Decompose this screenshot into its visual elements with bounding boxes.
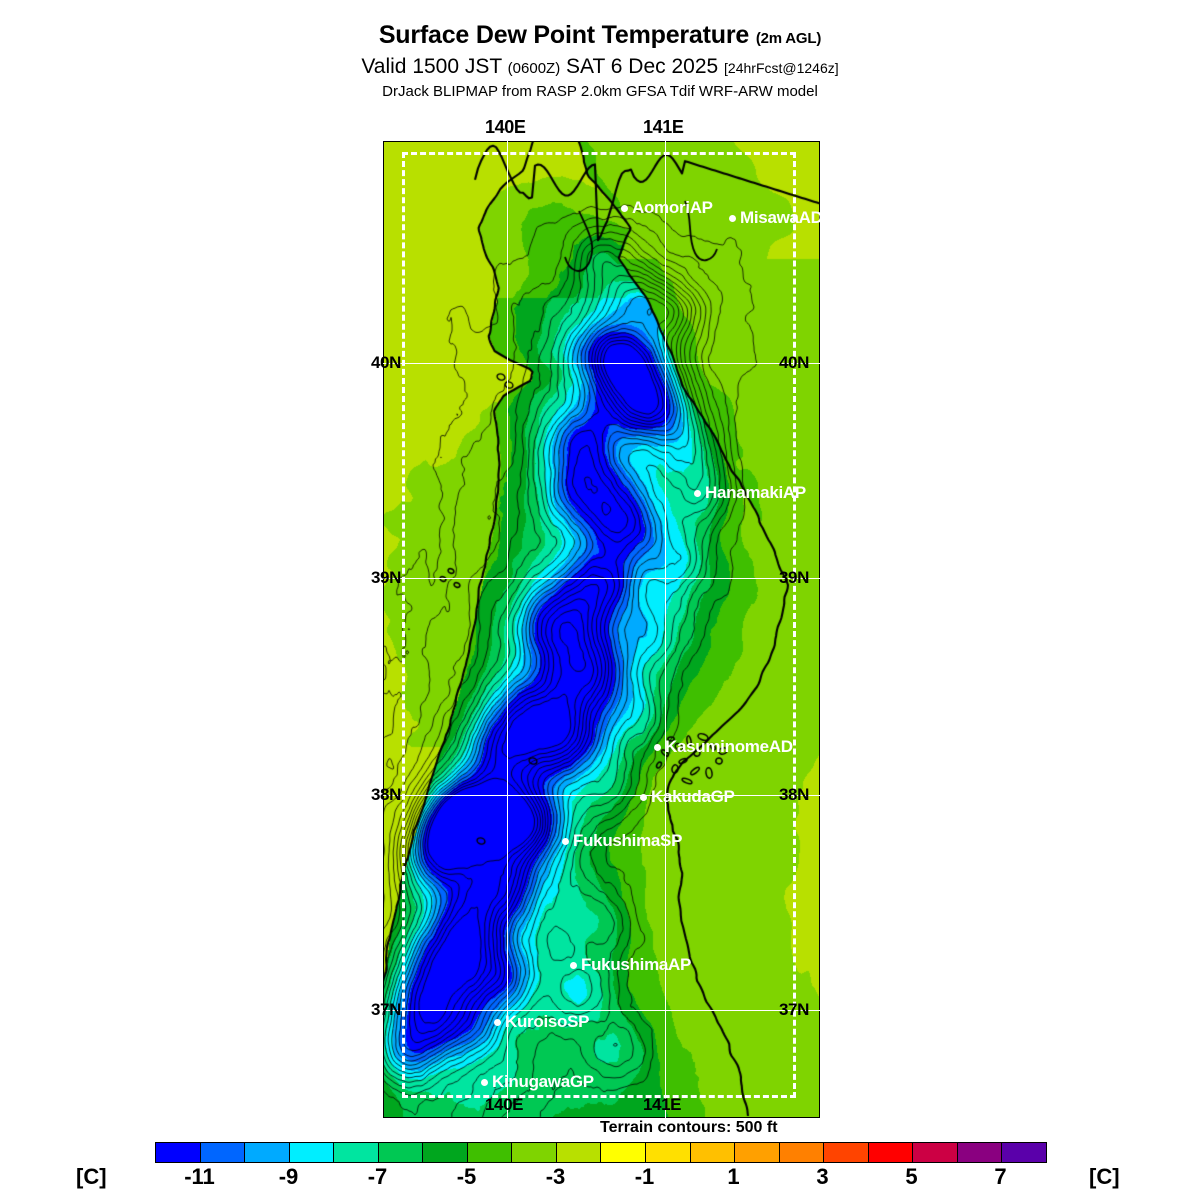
colorbar-cell-18 [957, 1143, 1003, 1162]
lat-label-left-2: 38N [371, 785, 401, 804]
dewpoint-field-canvas [383, 141, 820, 1118]
station-label: FukushimaSP [573, 831, 683, 850]
lat-label-right-0: 40N [779, 353, 809, 372]
gridline-lat-3 [383, 1010, 820, 1011]
colorbar-cell-12 [690, 1143, 736, 1162]
colorbar-panel: [C] [C] -11 -9 -7 -5 -3 -1 1 3 5 7 [0, 1138, 1200, 1200]
colorbar-cell-17 [913, 1143, 958, 1162]
colorbar-cell-9 [556, 1143, 602, 1162]
station-label: KuroisoSP [505, 1012, 590, 1031]
gridline-lat-0 [383, 363, 820, 364]
colorbar-tick--1: -1 [634, 1164, 655, 1189]
station-label: KakudaGP [651, 787, 735, 806]
page-title: Surface Dew Point Temperature (2m AGL) [0, 20, 1200, 54]
station-label: KinugawaGP [492, 1072, 594, 1091]
domain-extent-box [402, 152, 796, 1098]
station-dot-icon [729, 215, 736, 222]
lon-label-top-1: 141E [643, 117, 684, 137]
station-label: AomoriAP [632, 198, 713, 217]
station-label: MisawaAD [740, 208, 823, 227]
lat-label-left-0: 40N [371, 353, 401, 372]
gridline-lat-2 [383, 795, 820, 796]
title-level-text: (2m AGL) [755, 30, 822, 47]
title-main-text: Surface Dew Point Temperature [378, 21, 750, 49]
gridline-lon-1 [665, 141, 666, 1118]
colorbar-cell-11 [646, 1143, 691, 1162]
station-dot-icon [640, 794, 647, 801]
colorbar-cell-15 [824, 1143, 869, 1162]
station-dot-icon [494, 1019, 501, 1026]
colorbar-cell-3 [289, 1143, 335, 1162]
colorbar-unit-left: [C] [76, 1164, 107, 1189]
colorbar-tick--7: -7 [367, 1164, 388, 1189]
lat-label-right-2: 38N [779, 785, 809, 804]
lat-label-left-1: 39N [371, 568, 401, 587]
lat-label-right-3: 37N [779, 1000, 809, 1019]
terrain-contour-note: Terrain contours: 500 ft [600, 1119, 778, 1136]
colorbar-cell-16 [868, 1143, 914, 1162]
colorbar-cell-1 [200, 1143, 246, 1162]
map-panel[interactable]: AomoriAP MisawaAD HanamakiAP KasuminomeAD Ka… [383, 141, 823, 1118]
station-dot-icon [570, 962, 577, 969]
station-dot-icon [562, 838, 569, 845]
colorbar-cell-19 [1002, 1143, 1046, 1162]
colorbar-cell-0 [156, 1143, 201, 1162]
station-label: HanamakiAP [705, 483, 806, 502]
valid-zulu-text: (0600Z) [507, 60, 561, 77]
colorbar-cell-2 [245, 1143, 290, 1162]
valid-time-line: Valid 1500 JST (0600Z) SAT 6 Dec 2025 [2… [0, 54, 1200, 82]
colorbar-cell-13 [735, 1143, 780, 1162]
lat-label-right-1: 39N [779, 568, 809, 587]
station-dot-icon [694, 490, 701, 497]
colorbar-tick-1: 1 [727, 1164, 740, 1189]
colorbar-tick-5: 5 [905, 1164, 918, 1189]
colorbar-unit-right: [C] [1089, 1164, 1120, 1189]
model-source-line: DrJack BLIPMAP from RASP 2.0km GFSA Tdif… [382, 83, 818, 100]
title-block: Surface Dew Point Temperature (2m AGL) V… [0, 0, 1200, 102]
colorbar-tick--11: -11 [184, 1164, 215, 1189]
colorbar-cell-6 [423, 1143, 468, 1162]
colorbar-tick--3: -3 [545, 1164, 566, 1189]
gridline-lat-1 [383, 578, 820, 579]
colorbar-gradient[interactable] [155, 1142, 1047, 1163]
lat-label-left-3: 37N [371, 1000, 401, 1019]
station-label: KasuminomeAD [665, 737, 793, 756]
colorbar-tick--9: -9 [278, 1164, 299, 1189]
lon-label-top-0: 140E [485, 117, 526, 137]
station-dot-icon [654, 744, 661, 751]
colorbar-cell-7 [467, 1143, 513, 1162]
colorbar-tick--5: -5 [456, 1164, 477, 1189]
gridline-lon-0 [507, 141, 508, 1118]
forecast-note-text: [24hrFcst@1246z] [724, 60, 839, 76]
station-dot-icon [621, 205, 628, 212]
colorbar-cell-14 [779, 1143, 825, 1162]
colorbar-cell-4 [334, 1143, 379, 1162]
colorbar-tick-7: 7 [994, 1164, 1007, 1189]
lon-label-bottom-1: 141E [643, 1095, 682, 1114]
colorbar-cell-8 [512, 1143, 557, 1162]
valid-date-text: SAT 6 Dec 2025 [566, 55, 719, 78]
colorbar-tick-3: 3 [816, 1164, 829, 1189]
lon-label-bottom-0: 140E [485, 1095, 524, 1114]
colorbar-cell-5 [378, 1143, 424, 1162]
station-dot-icon [481, 1079, 488, 1086]
station-label: FukushimaAP [581, 955, 692, 974]
valid-time-text: Valid 1500 JST [361, 55, 502, 78]
colorbar-cell-10 [601, 1143, 647, 1162]
